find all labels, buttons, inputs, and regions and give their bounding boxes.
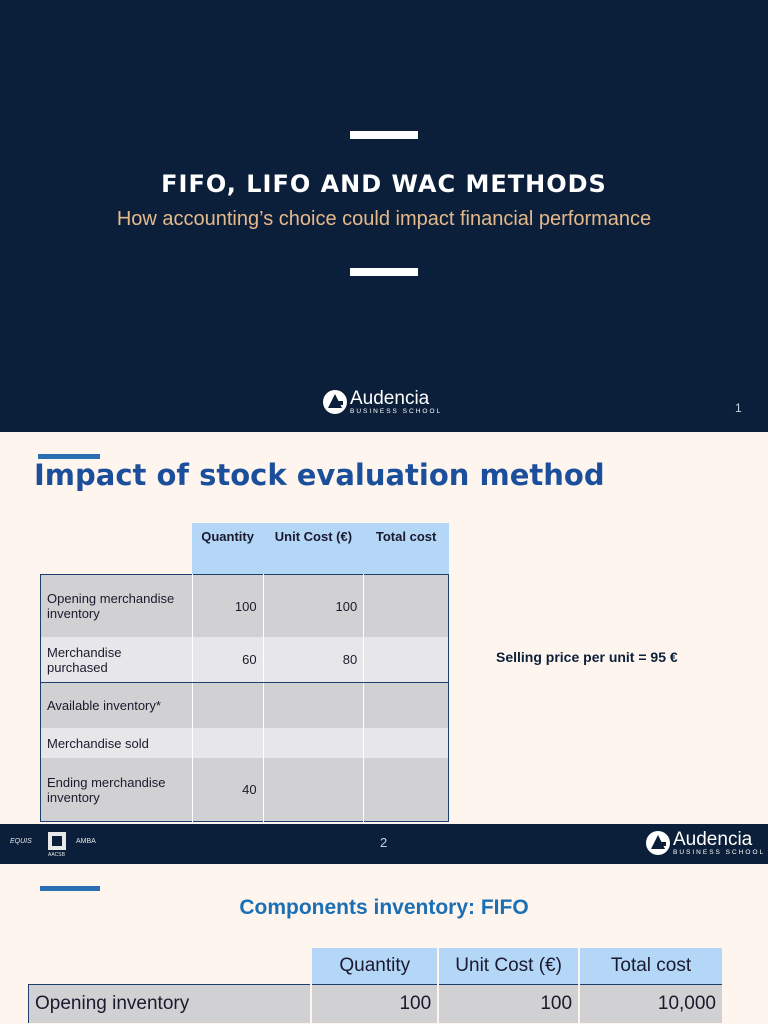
quantity-cell: 40: [191, 758, 264, 822]
table-row: Opening inventory 100 100 10,000: [28, 984, 722, 1023]
unit-cost-cell: 100: [437, 984, 580, 1023]
slide-1-title: FIFO, LIFO AND WAC METHODS: [161, 170, 607, 198]
total-cost-cell: [363, 574, 449, 637]
quantity-cell: 100: [191, 574, 264, 637]
unit-cost-cell: [262, 682, 364, 728]
quantity-cell: [191, 728, 264, 758]
table-header-empty: [41, 523, 193, 575]
logo-tagline: BUSINESS SCHOOL: [673, 849, 766, 856]
total-cost-cell: [363, 728, 449, 758]
table-header-quantity: Quantity: [310, 948, 439, 985]
fifo-inventory-table: Quantity Unit Cost (€) Total cost Openin…: [28, 948, 722, 1023]
row-label: Merchandise sold: [40, 728, 193, 758]
logo-name: Audencia: [673, 829, 753, 850]
total-cost-cell: [363, 682, 449, 728]
table-row: Ending merchandise inventory 40: [40, 758, 449, 822]
table-header-total-cost: Total cost: [578, 948, 722, 985]
table-header-unit-cost: Unit Cost (€): [437, 948, 580, 985]
aacsb-logo-icon: [48, 832, 66, 850]
table-row: Merchandise sold: [40, 728, 449, 758]
row-label: Opening inventory: [28, 984, 312, 1023]
amba-logo: AMBA: [76, 838, 96, 845]
total-cost-cell: 10,000: [578, 984, 722, 1023]
audencia-logo-icon: [323, 390, 347, 415]
table-header-unit-cost: Unit Cost (€): [263, 523, 364, 575]
total-cost-cell: [363, 758, 449, 822]
aacsb-logo: AACSB: [48, 852, 65, 858]
slide-2-page-number: 2: [380, 835, 388, 850]
quantity-cell: [191, 682, 264, 728]
logo-tagline: BUSINESS SCHOOL: [350, 408, 443, 415]
unit-cost-cell: 100: [262, 574, 364, 637]
bottom-divider-bar: [350, 268, 418, 276]
table-header-empty: [29, 948, 312, 985]
stock-evaluation-table: Quantity Unit Cost (€) Total cost Openin…: [40, 523, 449, 822]
slide-stock-evaluation: Impact of stock evaluation method Quanti…: [0, 432, 768, 864]
equis-logo: EQUIS: [10, 838, 32, 845]
row-label: Opening merchandise inventory: [40, 574, 193, 637]
row-label: Merchandise purchased: [40, 637, 193, 683]
audencia-logo: Audencia BUSINESS SCHOOL: [646, 830, 765, 857]
table-row: Merchandise purchased 60 80: [40, 637, 449, 683]
unit-cost-cell: [262, 758, 364, 822]
title-accent-bar: [40, 886, 100, 891]
slide-1-page-number: 1: [735, 401, 742, 415]
unit-cost-cell: 80: [262, 637, 364, 683]
row-label: Ending merchandise inventory: [40, 758, 193, 822]
table-row: Available inventory*: [40, 682, 449, 728]
slide-fifo-components: Components inventory: FIFO Quantity Unit…: [0, 864, 768, 1024]
selling-price-note: Selling price per unit = 95 €: [496, 649, 678, 665]
slide-2-title: Impact of stock evaluation method: [34, 458, 605, 492]
title-accent-bar: [38, 454, 100, 459]
slide-1-subtitle: How accounting’s choice could impact fin…: [116, 208, 652, 230]
top-divider-bar: [350, 131, 418, 139]
total-cost-cell: [363, 637, 449, 683]
table-header-quantity: Quantity: [192, 523, 264, 575]
audencia-logo-icon: [646, 831, 670, 856]
table-header-total-cost: Total cost: [363, 523, 449, 575]
audencia-logo: Audencia BUSINESS SCHOOL: [323, 389, 442, 416]
slide-3-title: Components inventory: FIFO: [239, 896, 529, 919]
unit-cost-cell: [262, 728, 364, 758]
row-label: Available inventory*: [40, 682, 193, 728]
slide-2-footer: EQUIS AACSB AMBA 2 Audencia BUSINESS SCH…: [0, 824, 768, 864]
quantity-cell: 60: [191, 637, 264, 683]
logo-name: Audencia: [350, 388, 430, 409]
table-row: Opening merchandise inventory 100 100: [40, 574, 449, 637]
slide-title: FIFO, LIFO AND WAC METHODS How accountin…: [0, 0, 768, 432]
quantity-cell: 100: [310, 984, 439, 1023]
